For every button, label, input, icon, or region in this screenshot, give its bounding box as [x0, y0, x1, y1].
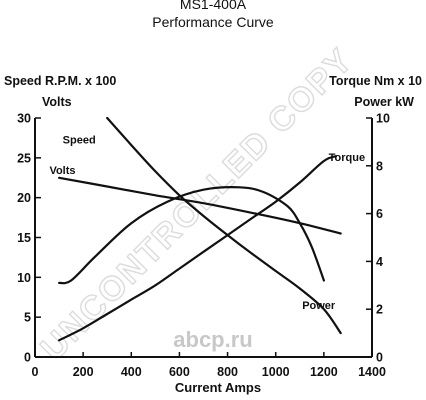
x-tick-label: 0 [32, 365, 39, 379]
x-tick-label: 800 [217, 365, 238, 379]
y-left-tick-label: 10 [17, 271, 31, 285]
logo-text: abcp.ru [173, 327, 252, 352]
axis-ticks: 0 5 10 15 20 25 30 0 2 4 6 8 10 0 200 400 600 800 1000 1200… [17, 112, 390, 380]
watermark: UNCONTROLLED COPY [33, 40, 362, 369]
series-line-power [58, 186, 325, 285]
watermark-text: UNCONTROLLED COPY [34, 41, 361, 368]
y-right-tick-label: 8 [376, 159, 383, 173]
y-left-tick-label: 5 [24, 311, 31, 325]
y-left-tick-label: 30 [17, 112, 31, 126]
series-label-torque: Torque [329, 152, 365, 164]
y-left-tick-label: 20 [17, 191, 31, 205]
x-tick-label: 1200 [310, 365, 338, 379]
chart-title: MS1-400A [179, 0, 247, 12]
series-label-volts: Volts [49, 165, 75, 177]
logo: abcp.ru [173, 327, 252, 352]
y-right-axis-label-power: Power kW [354, 95, 414, 109]
y-right-tick-label: 6 [376, 207, 383, 221]
y-right-tick-label: 2 [376, 303, 383, 317]
y-left-axis-label-volts: Volts [42, 95, 72, 109]
y-left-axis-label-speed: Speed R.P.M. x 100 [4, 74, 117, 88]
y-left-tick-label: 25 [17, 151, 31, 165]
series-labels: Speed Volts Torque Power [49, 134, 365, 312]
x-tick-label: 600 [169, 365, 190, 379]
x-tick-label: 1000 [262, 365, 290, 379]
y-right-axis-label-torque: Torque Nm x 10 [329, 74, 422, 88]
x-tick-label: 200 [73, 365, 94, 379]
x-tick-label: 1400 [358, 365, 386, 379]
y-right-tick-label: 10 [376, 112, 390, 126]
series-line-torque [58, 155, 337, 342]
series-label-speed: Speed [63, 134, 96, 146]
chart-subtitle: Performance Curve [152, 14, 274, 30]
y-left-tick-label: 0 [24, 351, 31, 365]
y-right-tick-label: 4 [376, 255, 383, 269]
x-axis-label: Current Amps [175, 380, 261, 395]
y-left-tick-label: 15 [17, 231, 31, 245]
series-lines [58, 116, 342, 342]
y-right-tick-label: 0 [376, 351, 383, 365]
x-tick-label: 400 [121, 365, 142, 379]
series-label-power: Power [302, 300, 336, 312]
